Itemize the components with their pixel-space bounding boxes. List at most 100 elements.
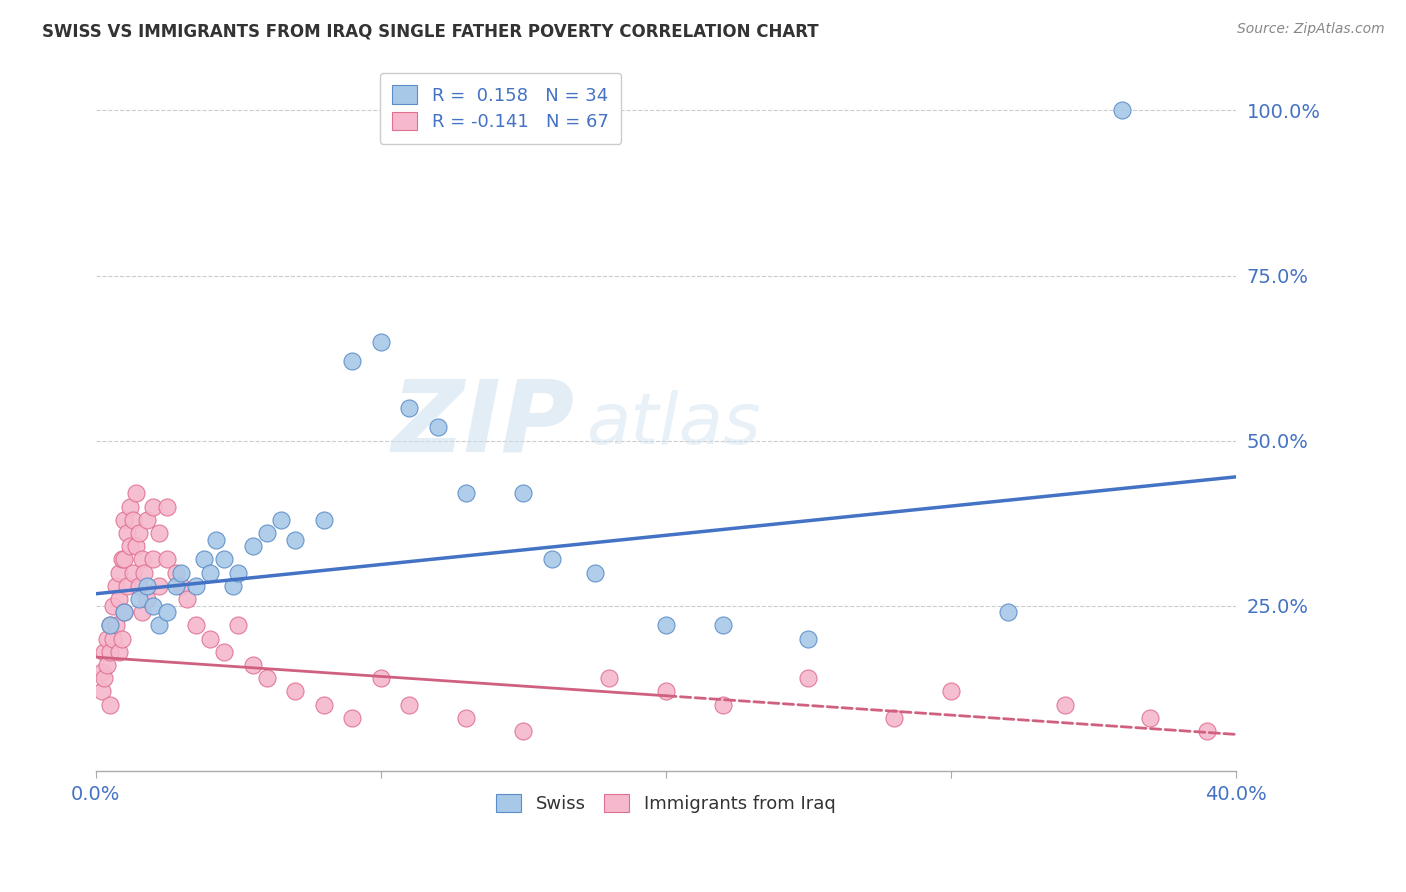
Point [142, 500, 165, 514]
Point [165, 579, 187, 593]
Point [242, 658, 264, 673]
Point [93, 671, 115, 685]
Point [198, 632, 221, 646]
Point [655, 684, 678, 698]
Point [156, 500, 179, 514]
Point [148, 618, 170, 632]
Point [128, 579, 150, 593]
Point [110, 552, 132, 566]
Point [1139, 711, 1161, 725]
Point [112, 513, 135, 527]
Point [112, 605, 135, 619]
Point [939, 684, 962, 698]
Point [131, 552, 153, 566]
Point [370, 671, 392, 685]
Point [125, 486, 148, 500]
Point [228, 618, 250, 632]
Point [148, 579, 170, 593]
Point [398, 401, 420, 415]
Point [104, 579, 127, 593]
Point [1197, 724, 1219, 739]
Point [156, 552, 179, 566]
Point [456, 486, 478, 500]
Point [456, 711, 478, 725]
Point [193, 552, 215, 566]
Point [122, 513, 145, 527]
Point [797, 671, 820, 685]
Point [136, 579, 159, 593]
Point [90, 665, 112, 679]
Point [170, 579, 193, 593]
Point [142, 599, 165, 613]
Point [170, 566, 193, 580]
Point [156, 605, 179, 619]
Point [96, 632, 118, 646]
Point [112, 552, 135, 566]
Point [284, 684, 307, 698]
Point [1111, 103, 1133, 118]
Point [98, 618, 121, 632]
Point [312, 698, 335, 712]
Point [184, 618, 207, 632]
Text: SWISS VS IMMIGRANTS FROM IRAQ SINGLE FATHER POVERTY CORRELATION CHART: SWISS VS IMMIGRANTS FROM IRAQ SINGLE FAT… [42, 22, 818, 40]
Point [212, 552, 235, 566]
Text: Source: ZipAtlas.com: Source: ZipAtlas.com [1237, 22, 1385, 37]
Point [104, 618, 127, 632]
Point [107, 566, 129, 580]
Point [136, 513, 159, 527]
Point [228, 566, 250, 580]
Point [148, 526, 170, 541]
Point [256, 671, 278, 685]
Point [98, 698, 121, 712]
Point [212, 645, 235, 659]
Legend: Swiss, Immigrants from Iraq: Swiss, Immigrants from Iraq [485, 783, 846, 824]
Point [512, 486, 534, 500]
Point [142, 552, 165, 566]
Point [110, 632, 132, 646]
Point [107, 592, 129, 607]
Point [90, 684, 112, 698]
Point [122, 566, 145, 580]
Point [131, 605, 153, 619]
Point [270, 513, 292, 527]
Point [112, 605, 135, 619]
Point [342, 354, 364, 368]
Point [204, 533, 226, 547]
Point [512, 724, 534, 739]
Point [101, 632, 124, 646]
Point [583, 566, 606, 580]
Point [125, 539, 148, 553]
Point [101, 599, 124, 613]
Point [284, 533, 307, 547]
Point [128, 526, 150, 541]
Point [128, 592, 150, 607]
Point [98, 618, 121, 632]
Point [184, 579, 207, 593]
Point [797, 632, 820, 646]
Point [711, 698, 734, 712]
Point [883, 711, 905, 725]
Point [176, 592, 198, 607]
Point [711, 618, 734, 632]
Point [997, 605, 1019, 619]
Point [107, 645, 129, 659]
Text: atlas: atlas [586, 390, 761, 458]
Point [198, 566, 221, 580]
Point [1053, 698, 1076, 712]
Text: ZIP: ZIP [392, 376, 575, 473]
Point [165, 566, 187, 580]
Point [134, 566, 156, 580]
Point [96, 658, 118, 673]
Point [117, 579, 139, 593]
Point [98, 645, 121, 659]
Point [540, 552, 562, 566]
Point [242, 539, 264, 553]
Point [398, 698, 420, 712]
Point [120, 539, 142, 553]
Point [655, 618, 678, 632]
Point [312, 513, 335, 527]
Point [117, 526, 139, 541]
Point [136, 592, 159, 607]
Point [370, 334, 392, 349]
Point [598, 671, 620, 685]
